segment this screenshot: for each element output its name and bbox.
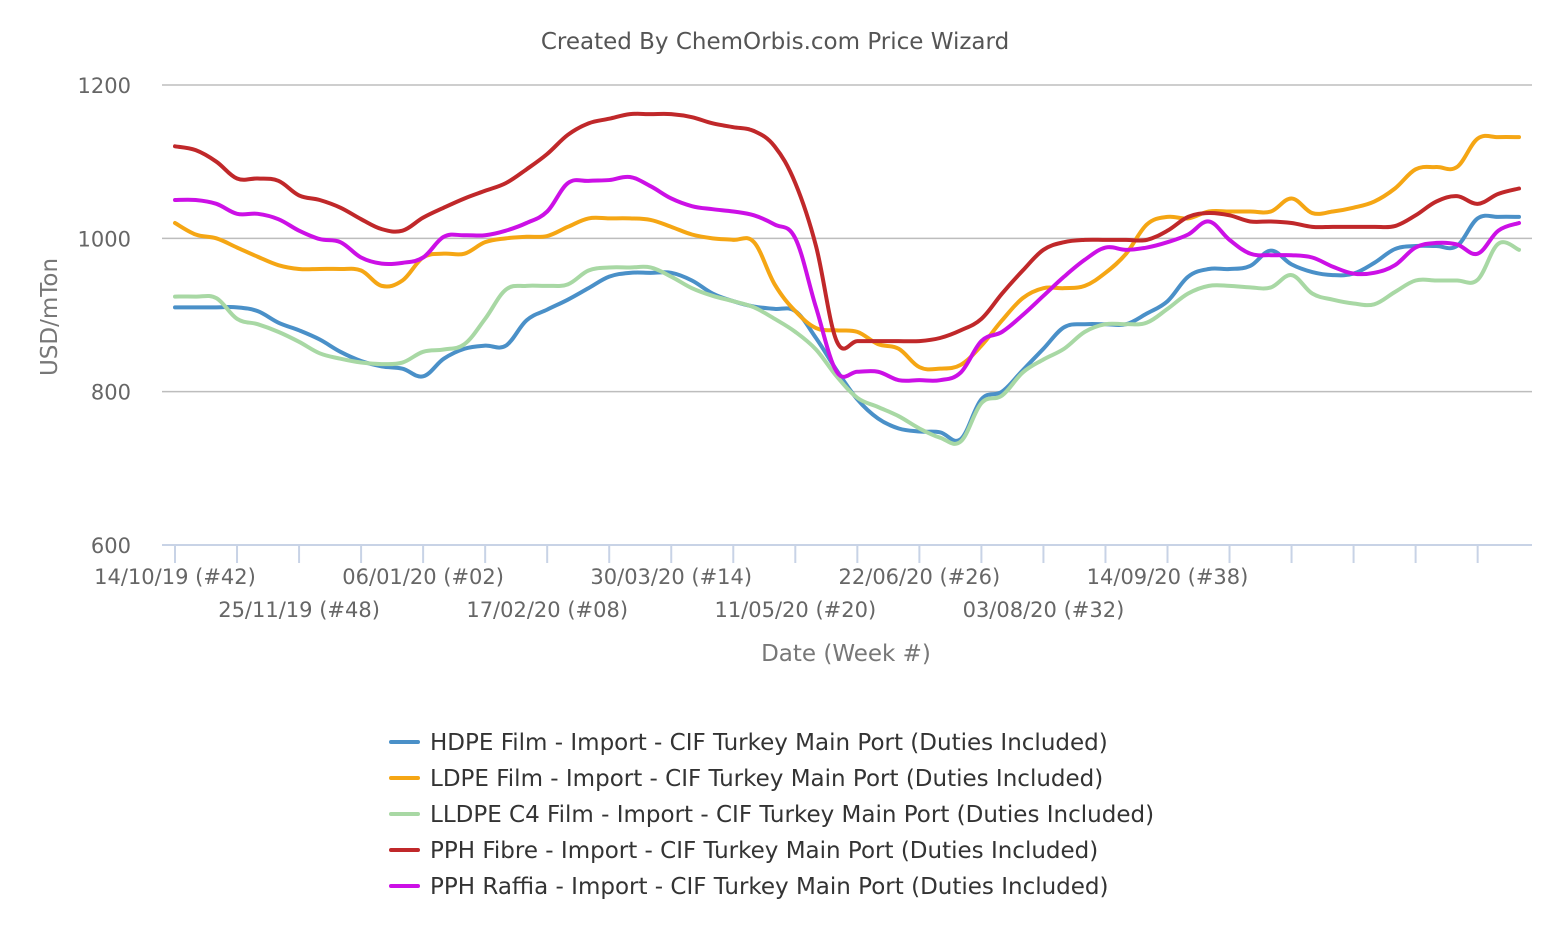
legend-item[interactable]: PPH Fibre - Import - CIF Turkey Main Por… bbox=[389, 838, 1098, 864]
legend-item[interactable]: PPH Raffia - Import - CIF Turkey Main Po… bbox=[389, 874, 1109, 900]
series-lines bbox=[173, 111, 1521, 446]
series-line-0 bbox=[173, 213, 1521, 443]
x-tick-label: 25/11/19 (#48) bbox=[218, 598, 380, 622]
series-line-4 bbox=[173, 174, 1521, 383]
legend-label: LDPE Film - Import - CIF Turkey Main Por… bbox=[430, 766, 1103, 792]
x-tick-label: 22/06/20 (#26) bbox=[839, 565, 1001, 589]
legend-item[interactable]: HDPE Film - Import - CIF Turkey Main Por… bbox=[389, 730, 1108, 756]
x-tick-label: 11/05/20 (#20) bbox=[714, 598, 876, 622]
y-axis-title: USD/mTon bbox=[37, 258, 63, 376]
y-tick-label: 1200 bbox=[78, 74, 131, 98]
x-tick-label: 14/10/19 (#42) bbox=[94, 565, 256, 589]
y-tick-label: 600 bbox=[91, 534, 131, 558]
series-line-3 bbox=[173, 111, 1521, 351]
chart-title: Created By ChemOrbis.com Price Wizard bbox=[541, 29, 1009, 55]
y-axis: 600 800 1000 1200 bbox=[78, 74, 131, 558]
legend-label: PPH Raffia - Import - CIF Turkey Main Po… bbox=[430, 874, 1109, 900]
x-tick-label: 17/02/20 (#08) bbox=[466, 598, 628, 622]
legend[interactable]: HDPE Film - Import - CIF Turkey Main Por… bbox=[389, 730, 1154, 900]
legend-item[interactable]: LDPE Film - Import - CIF Turkey Main Por… bbox=[389, 766, 1103, 792]
x-axis: 14/10/19 (#42) 25/11/19 (#48) 06/01/20 (#0… bbox=[94, 544, 1532, 622]
x-tick-label: 30/03/20 (#14) bbox=[590, 565, 752, 589]
gridlines bbox=[162, 84, 1532, 393]
x-tick-label: 03/08/20 (#32) bbox=[963, 598, 1125, 622]
y-tick-label: 800 bbox=[91, 381, 131, 405]
legend-label: LLDPE C4 Film - Import - CIF Turkey Main… bbox=[430, 802, 1154, 828]
y-tick-label: 1000 bbox=[78, 227, 131, 251]
series-line-2 bbox=[173, 240, 1521, 446]
legend-item[interactable]: LLDPE C4 Film - Import - CIF Turkey Main… bbox=[389, 802, 1154, 828]
x-tick-label: 06/01/20 (#02) bbox=[342, 565, 504, 589]
series-line-1 bbox=[173, 133, 1521, 372]
legend-label: HDPE Film - Import - CIF Turkey Main Por… bbox=[430, 730, 1108, 756]
x-tick-label: 14/09/20 (#38) bbox=[1087, 565, 1249, 589]
x-axis-title: Date (Week #) bbox=[761, 641, 931, 667]
legend-label: PPH Fibre - Import - CIF Turkey Main Por… bbox=[430, 838, 1098, 864]
